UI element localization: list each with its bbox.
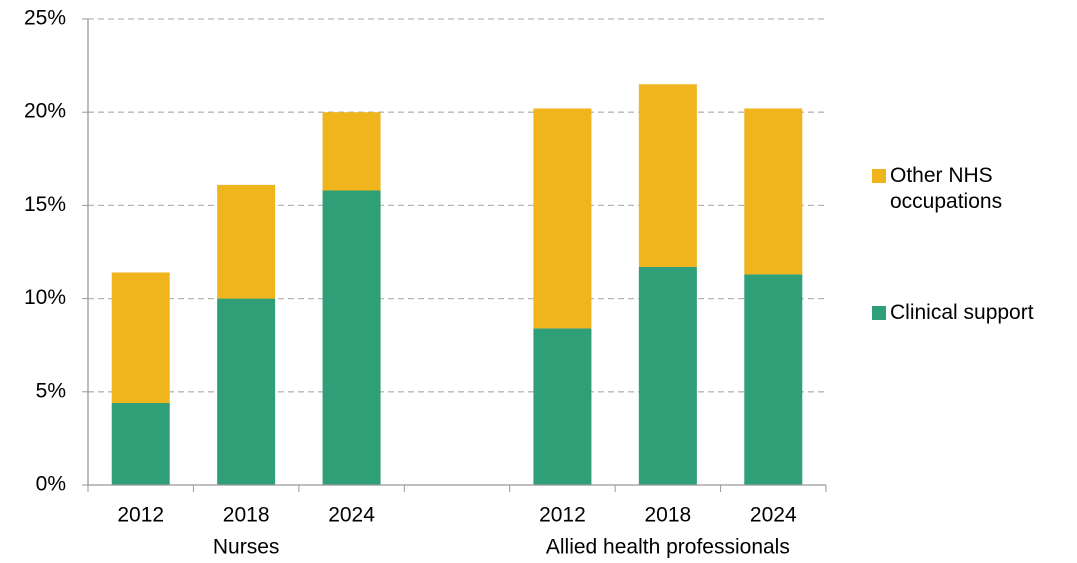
x-tick-label: 2024 — [750, 504, 797, 527]
bar-segment — [533, 108, 592, 329]
y-tick-label: 25% — [24, 7, 66, 30]
y-tick-label: 0% — [36, 473, 66, 496]
bar-segment — [217, 298, 276, 485]
legend-swatch — [872, 306, 886, 320]
x-tick-label: 2018 — [223, 504, 270, 527]
y-tick-label: 15% — [24, 193, 66, 216]
group-label: Nurses — [213, 536, 280, 559]
legend-item: Clinical support — [872, 300, 1070, 326]
bar-segment — [638, 266, 697, 485]
bar-segment — [533, 328, 592, 485]
x-tick-label: 2012 — [117, 504, 164, 527]
bar-segment — [322, 190, 381, 485]
bar-segment — [638, 84, 697, 267]
x-tick-label: 2018 — [644, 504, 691, 527]
y-tick-label: 10% — [24, 286, 66, 309]
y-tick-label: 5% — [36, 379, 66, 402]
bar-segment — [322, 112, 381, 191]
y-tick-label: 20% — [24, 100, 66, 123]
x-tick-label: 2024 — [328, 504, 375, 527]
bar-segment — [111, 272, 170, 403]
group-label: Allied health professionals — [546, 536, 790, 559]
bar-segment — [217, 184, 276, 299]
legend-label: Clinical support — [890, 301, 1034, 324]
x-tick-label: 2012 — [539, 504, 586, 527]
legend-item: Other NHS occupations — [872, 163, 1040, 215]
legend-label: Other NHS occupations — [890, 164, 1003, 213]
bar-segment — [744, 108, 803, 275]
legend-swatch — [872, 169, 886, 183]
bar-segment — [744, 274, 803, 485]
bar-segment — [111, 402, 170, 485]
